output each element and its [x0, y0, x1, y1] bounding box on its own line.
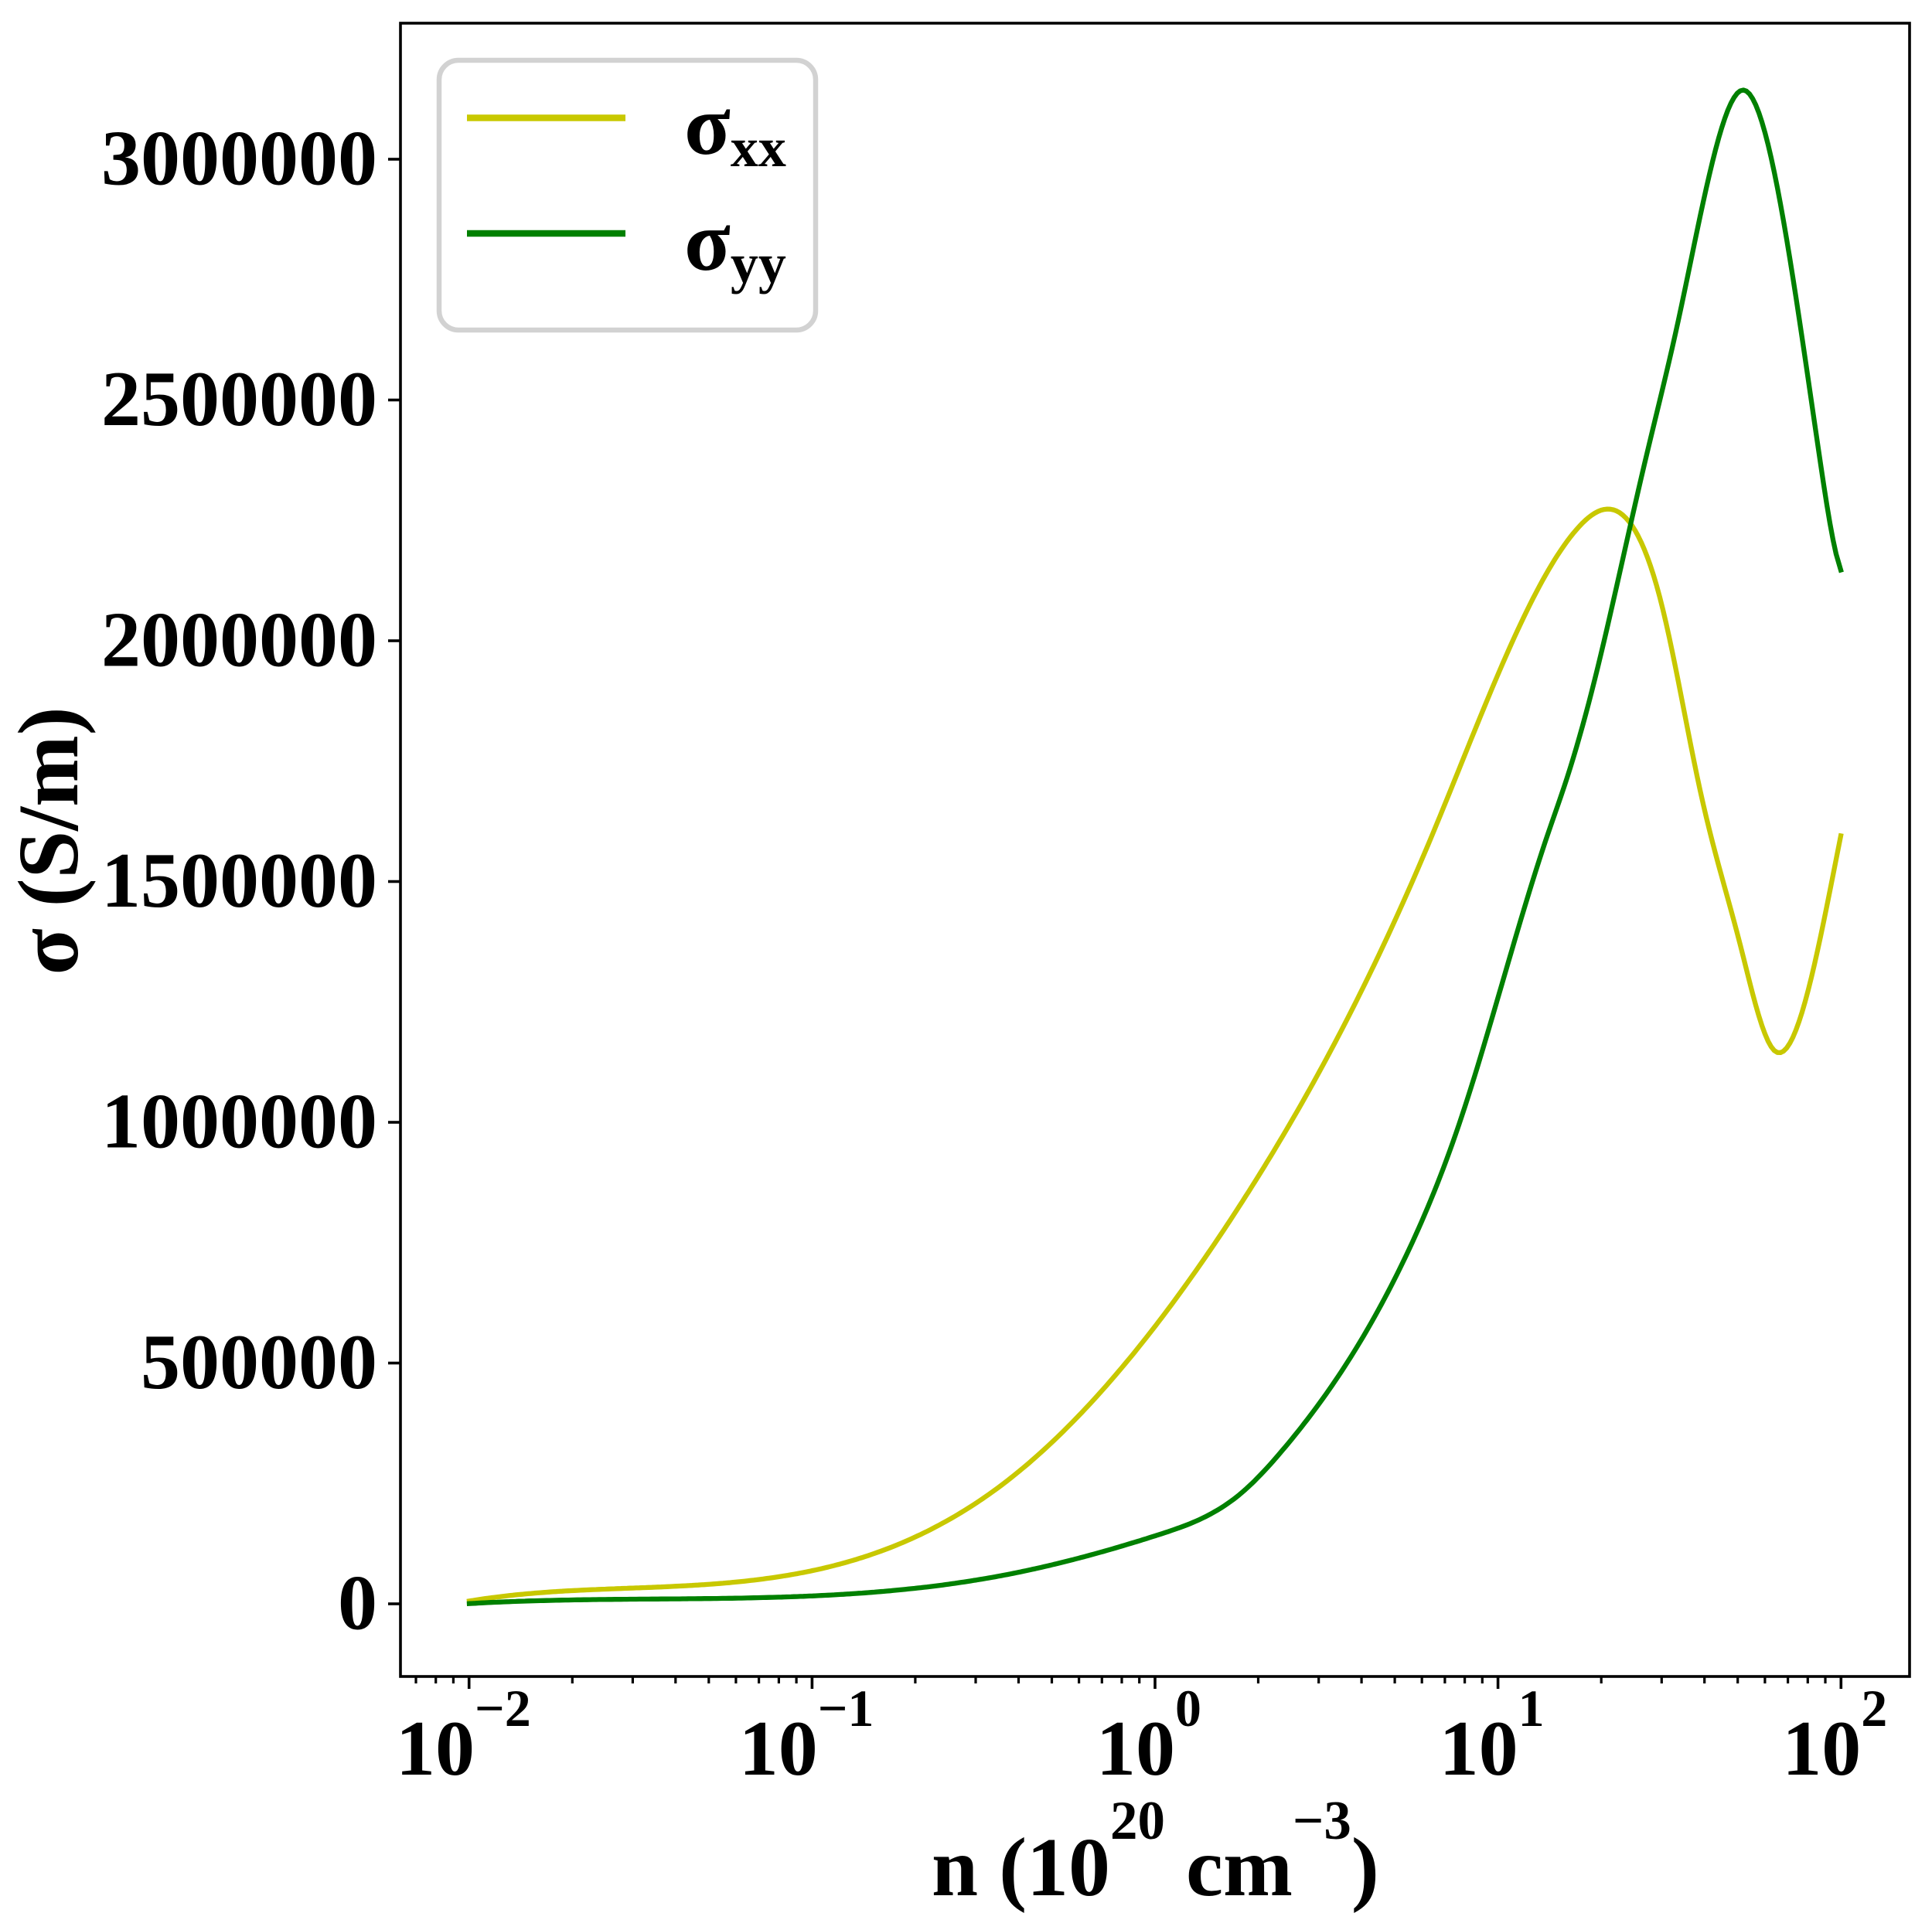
- svg-text:σ (S/m): σ (S/m): [2, 706, 97, 975]
- svg-text:10: 10: [396, 1705, 475, 1792]
- svg-text:10: 10: [1782, 1705, 1861, 1792]
- svg-text:1500000: 1500000: [101, 837, 377, 924]
- svg-text:3000000: 3000000: [101, 115, 377, 203]
- svg-text:−1: −1: [818, 1679, 874, 1738]
- svg-text:1000000: 1000000: [101, 1078, 377, 1166]
- svg-text:2: 2: [1861, 1679, 1887, 1738]
- svg-text:10: 10: [1096, 1705, 1175, 1792]
- svg-text:0: 0: [1175, 1679, 1201, 1738]
- svg-text:2500000: 2500000: [101, 356, 377, 443]
- svg-text:500000: 500000: [141, 1319, 377, 1406]
- svg-text:10: 10: [739, 1705, 818, 1792]
- svg-text:10: 10: [1440, 1705, 1518, 1792]
- svg-text:−2: −2: [475, 1679, 531, 1738]
- svg-text:0: 0: [338, 1560, 377, 1647]
- svg-text:1: 1: [1518, 1679, 1545, 1738]
- svg-text:2000000: 2000000: [101, 597, 377, 684]
